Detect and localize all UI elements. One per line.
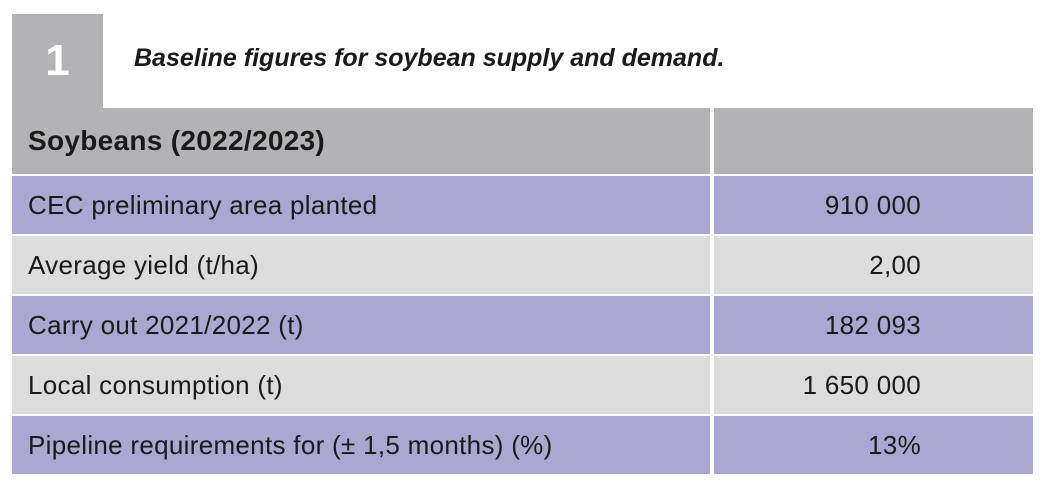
row-value: 1 650 000	[714, 356, 1033, 414]
table-row: Pipeline requirements for (± 1,5 months)…	[12, 416, 1033, 474]
table-row: CEC preliminary area planted 910 000	[12, 176, 1033, 234]
row-label: CEC preliminary area planted	[12, 176, 710, 234]
table-header-value	[714, 108, 1033, 174]
table-row: Local consumption (t) 1 650 000	[12, 356, 1033, 414]
row-label: Local consumption (t)	[12, 356, 710, 414]
table-header-label: Soybeans (2022/2023)	[12, 108, 710, 174]
row-value: 182 093	[714, 296, 1033, 354]
row-value: 13%	[714, 416, 1033, 474]
table-header-row: Soybeans (2022/2023)	[12, 108, 1033, 174]
table-row: Carry out 2021/2022 (t) 182 093	[12, 296, 1033, 354]
row-label: Pipeline requirements for (± 1,5 months)…	[12, 416, 710, 474]
row-value: 910 000	[714, 176, 1033, 234]
soybean-table: Soybeans (2022/2023) CEC preliminary are…	[12, 108, 1033, 474]
figure-number: 1	[45, 36, 70, 85]
row-label: Carry out 2021/2022 (t)	[12, 296, 710, 354]
figure-caption: Baseline figures for soybean supply and …	[134, 44, 725, 72]
figure-number-badge: 1	[12, 14, 103, 108]
row-label: Average yield (t/ha)	[12, 236, 710, 294]
row-value: 2,00	[714, 236, 1033, 294]
table-row: Average yield (t/ha) 2,00	[12, 236, 1033, 294]
